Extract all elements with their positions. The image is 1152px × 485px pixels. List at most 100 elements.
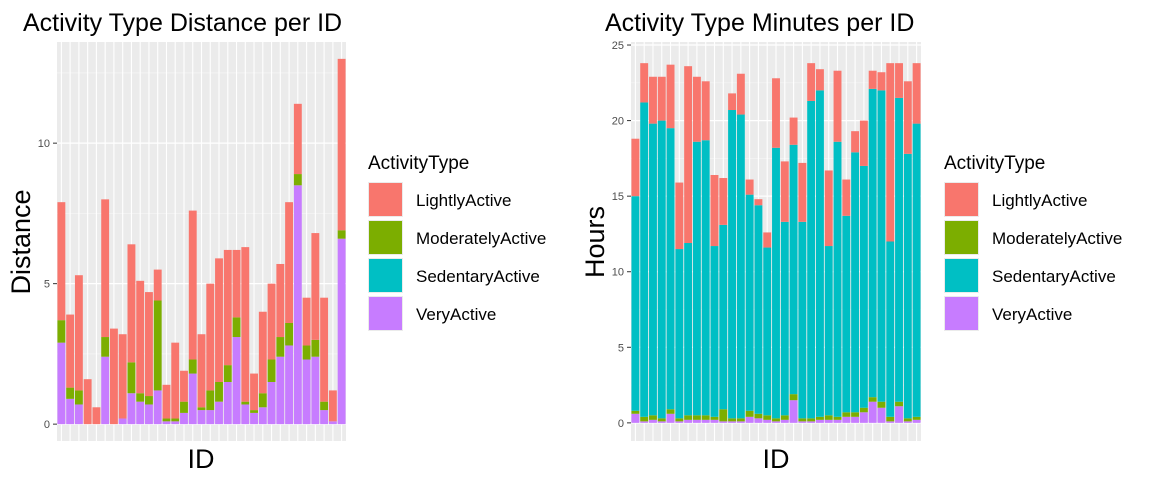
- y-tick-label-right: 20: [612, 116, 624, 128]
- y-tick-label-left: 5: [44, 279, 50, 291]
- bar-segment-sedentaryactive: [912, 123, 921, 417]
- bar-segment-moderatelyactive: [728, 418, 737, 422]
- bar-segment-veryactive: [789, 400, 798, 423]
- bar-segment-sedentaryactive: [859, 165, 868, 408]
- y-tick-label-right: 5: [618, 342, 624, 354]
- bar-segment-veryactive: [807, 421, 816, 423]
- bar-segment-moderatelyactive: [877, 401, 886, 408]
- bar-segment-veryactive: [736, 421, 745, 423]
- bar-segment-veryactive: [745, 416, 754, 423]
- bar-segment-lightlyactive: [153, 269, 162, 301]
- bar-segment-lightlyactive: [789, 117, 798, 145]
- bar-segment-lightlyactive: [232, 249, 241, 318]
- bar-segment-veryactive: [337, 238, 346, 425]
- bar-segment-veryactive: [162, 421, 171, 425]
- bar-segment-veryactive: [276, 356, 285, 425]
- bar-segment-moderatelyactive: [206, 390, 215, 411]
- bar-segment-veryactive: [180, 412, 188, 425]
- bar-segment-lightlyactive: [328, 390, 337, 422]
- bar-segment-lightlyactive: [895, 63, 903, 98]
- bar-segment-moderatelyactive: [772, 418, 780, 422]
- legend-swatch-sedentaryactive: [945, 259, 978, 292]
- bar-segment-moderatelyactive: [74, 390, 83, 405]
- bar-segment-lightlyactive: [640, 63, 649, 103]
- bar-segment-lightlyactive: [267, 283, 276, 360]
- bar-segment-veryactive: [197, 410, 206, 425]
- bar-segment-lightlyactive: [250, 373, 258, 411]
- bar-segment-sedentaryactive: [736, 114, 745, 419]
- bar-segment-sedentaryactive: [807, 100, 816, 419]
- bar-segment-veryactive: [780, 419, 789, 423]
- bar-segment-sedentaryactive: [710, 246, 719, 417]
- bar-segment-lightlyactive: [320, 297, 329, 402]
- bar-segment-moderatelyactive: [859, 407, 868, 413]
- bar-segment-moderatelyactive: [903, 418, 912, 422]
- bar-segment-veryactive: [57, 342, 66, 425]
- bar-segment-lightlyactive: [66, 314, 75, 388]
- bar-segment-moderatelyactive: [145, 396, 153, 405]
- bar-segment-moderatelyactive: [215, 381, 223, 402]
- bar-segment-veryactive: [66, 398, 75, 425]
- bar-segment-moderatelyactive: [649, 415, 657, 420]
- bar-segment-veryactive: [640, 421, 649, 423]
- bar-segment-sedentaryactive: [868, 88, 877, 398]
- chart-title-right: Activity Type Minutes per ID: [605, 9, 914, 37]
- bar-segment-lightlyactive: [824, 170, 833, 247]
- legend-swatch-veryactive: [945, 297, 978, 330]
- bar-segment-veryactive: [912, 419, 921, 423]
- bar-segment-sedentaryactive: [895, 97, 903, 402]
- bar-segment-veryactive: [763, 419, 772, 423]
- bar-segment-lightlyactive: [127, 244, 136, 363]
- x-axis-title-right: ID: [763, 444, 790, 474]
- bar-segment-sedentaryactive: [657, 120, 666, 419]
- bar-segment-veryactive: [302, 359, 311, 425]
- bar-segment-moderatelyactive: [754, 413, 763, 419]
- bar-segment-lightlyactive: [83, 379, 92, 425]
- bar-segment-lightlyactive: [675, 182, 684, 250]
- legend-swatch-lightlyactive: [945, 183, 978, 216]
- bar-segment-veryactive: [859, 412, 868, 423]
- bar-segment-veryactive: [824, 419, 833, 423]
- bar-segment-veryactive: [701, 419, 710, 423]
- bar-segment-sedentaryactive: [815, 90, 824, 417]
- bar-segment-moderatelyactive: [337, 230, 346, 239]
- bar-segment-veryactive: [903, 421, 912, 423]
- legend-label-sedentaryactive: SedentaryActive: [416, 267, 540, 286]
- legend-label-lightlyactive: LightlyActive: [992, 191, 1087, 210]
- bar-segment-veryactive: [719, 421, 728, 423]
- bar-segment-lightlyactive: [136, 280, 145, 394]
- bar-segment-moderatelyactive: [692, 415, 701, 420]
- bar-segment-sedentaryactive: [824, 246, 833, 416]
- bar-segment-lightlyactive: [197, 334, 206, 408]
- bar-segment-lightlyactive: [101, 199, 110, 338]
- bar-segment-sedentaryactive: [780, 221, 789, 416]
- bar-segment-veryactive: [754, 418, 763, 423]
- bar-segment-veryactive: [118, 418, 127, 425]
- bar-segment-lightlyactive: [92, 407, 101, 425]
- chart-left: 0 5 10 LightlyActive ModeratelyActive Sedenta…: [38, 42, 546, 441]
- bar-segment-lightlyactive: [293, 103, 302, 175]
- bar-segment-lightlyactive: [710, 175, 719, 247]
- bar-segment-moderatelyactive: [171, 418, 180, 422]
- bar-segment-lightlyactive: [886, 63, 895, 242]
- bar-segment-lightlyactive: [684, 66, 693, 244]
- bar-segment-veryactive: [267, 381, 276, 425]
- bar-segment-veryactive: [188, 373, 197, 425]
- y-tick-label-right: 25: [612, 40, 624, 52]
- bar-segment-moderatelyactive: [719, 409, 728, 422]
- bar-segment-veryactive: [328, 421, 337, 425]
- bar-segment-lightlyactive: [223, 249, 232, 366]
- bar-segment-moderatelyactive: [66, 387, 75, 399]
- bar-segment-lightlyactive: [719, 178, 728, 225]
- bar-segment-lightlyactive: [807, 63, 816, 101]
- bar-segment-moderatelyactive: [851, 412, 860, 417]
- chart-right: 0 5 10 15 20 25 LightlyActive ModeratelyActive S…: [612, 40, 1122, 441]
- bar-segment-moderatelyactive: [745, 410, 754, 417]
- bar-segment-sedentaryactive: [789, 144, 798, 395]
- bar-segment-moderatelyactive: [136, 393, 145, 402]
- bar-segment-lightlyactive: [912, 63, 921, 124]
- bar-segment-sedentaryactive: [745, 194, 754, 411]
- bar-segment-veryactive: [886, 421, 895, 423]
- bar-segment-sedentaryactive: [886, 241, 895, 417]
- bar-segment-moderatelyactive: [684, 415, 693, 420]
